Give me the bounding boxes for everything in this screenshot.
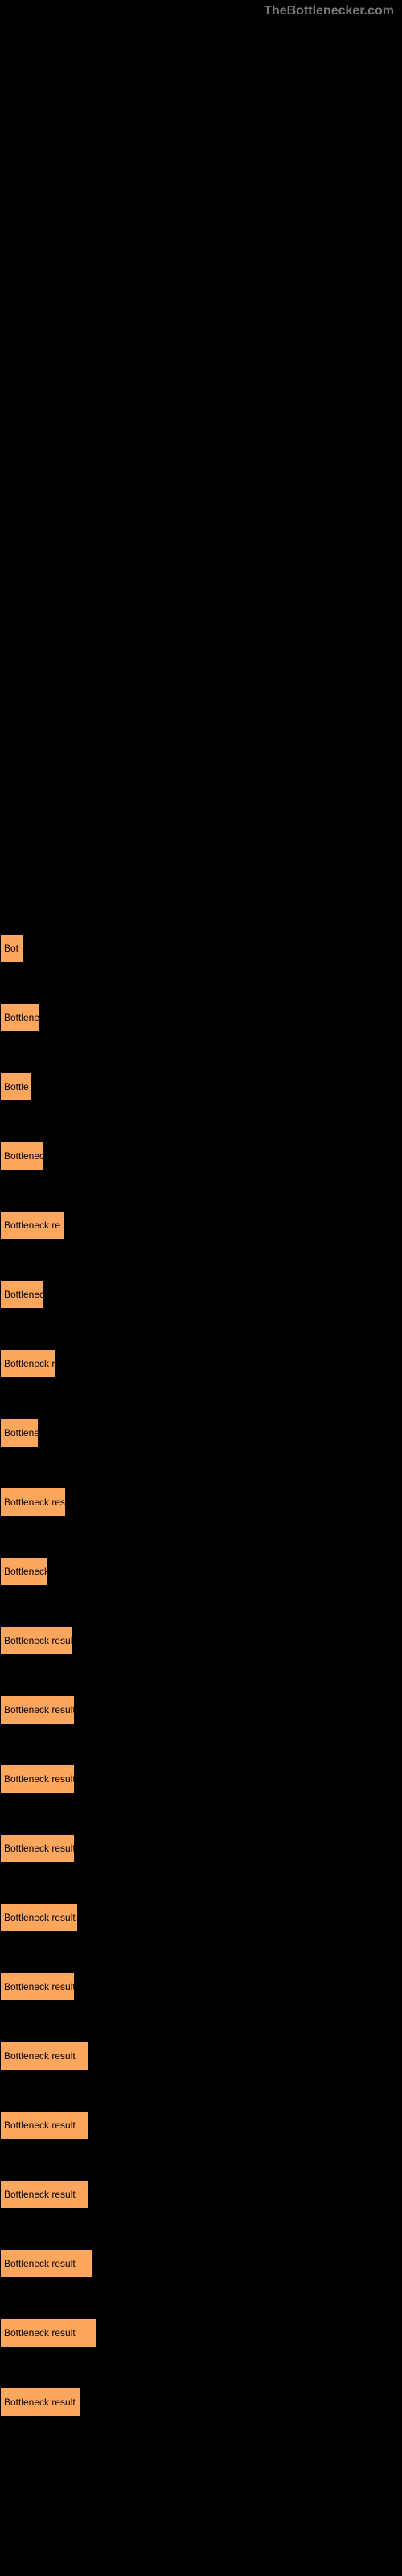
bar-label: Bottleneck result	[4, 1773, 74, 1785]
bar: Bottleneck result f	[0, 1626, 72, 1655]
bar-row: Bottleneck result	[0, 2111, 402, 2140]
bar: Bot	[0, 934, 24, 963]
bar: Bottleneck r	[0, 1349, 56, 1378]
bar-label: Bottleneck result	[4, 2120, 76, 2131]
bar-label: Bottleneck result	[4, 1704, 74, 1715]
bottleneck-chart: Bot Bottlened Bottle Bottlenec Bottleneck re…	[0, 934, 402, 2457]
bar-row: Bottleneck	[0, 1557, 402, 1586]
bar: Bottleneck result	[0, 2249, 92, 2278]
bar-label: Bottlenec	[4, 1150, 43, 1162]
bar-row: Bottleneck result	[0, 2180, 402, 2209]
bar-label: Bottleneck result	[4, 2327, 76, 2339]
bar-row: Bottleneck result	[0, 2318, 402, 2347]
bar-row: Bottleneck re	[0, 1211, 402, 1240]
bar: Bottleneck result	[0, 1695, 75, 1724]
bar-label: Bottleneck result f	[4, 1635, 72, 1646]
bar: Bottleneck re	[0, 1211, 64, 1240]
bar: Bottleneck result	[0, 2041, 88, 2070]
bar: Bottleneck result	[0, 2318, 96, 2347]
bar: Bottleneck result	[0, 2180, 88, 2209]
bar-row: Bot	[0, 934, 402, 963]
bar-row: Bottleneck r	[0, 1349, 402, 1378]
bar-label: Bottle	[4, 1081, 29, 1092]
bar-label: Bottleneck result	[4, 2050, 76, 2062]
bar-row: Bottleneck result	[0, 2041, 402, 2070]
bar-label: Bottleneck result f	[4, 1912, 77, 1923]
bar: Bottleneck result	[0, 1834, 75, 1863]
watermark-text: TheBottlenecker.com	[264, 4, 394, 19]
bar-row: Bottlene	[0, 1418, 402, 1447]
bar-label: Bottleneck result	[4, 2189, 76, 2200]
bar-label: Bottleneck result	[4, 2258, 76, 2269]
bar-label: Bottlened	[4, 1012, 39, 1023]
bar-row: Bottleneck res	[0, 1488, 402, 1517]
bar-row: Bottlenec	[0, 1141, 402, 1170]
bar: Bottleneck	[0, 1557, 48, 1586]
bar-row: Bottleneck result f	[0, 1903, 402, 1932]
bar-row: Bottlenec	[0, 1280, 402, 1309]
bar: Bottleneck result	[0, 1765, 75, 1794]
bar-label: Bottleneck res	[4, 1496, 65, 1508]
bar-label: Bottleneck re	[4, 1220, 60, 1231]
bar-row: Bottleneck result	[0, 1834, 402, 1863]
bar-row: Bottleneck result f	[0, 1626, 402, 1655]
bar: Bottleneck result	[0, 2388, 80, 2417]
bar-label: Bottleneck r	[4, 1358, 55, 1369]
bar-row: Bottleneck result	[0, 2388, 402, 2417]
bar-label: Bottleneck result	[4, 2396, 76, 2408]
bar-row: Bottleneck result	[0, 1695, 402, 1724]
bar: Bottlenec	[0, 1280, 44, 1309]
bar-row: Bottleneck result	[0, 2249, 402, 2278]
bar: Bottle	[0, 1072, 32, 1101]
bar: Bottleneck res	[0, 1488, 66, 1517]
bar-label: Bottleneck	[4, 1566, 47, 1577]
bar-label: Bottlene	[4, 1427, 38, 1439]
bar-row: Bottlened	[0, 1003, 402, 1032]
bar: Bottlened	[0, 1003, 40, 1032]
bar: Bottleneck result f	[0, 1903, 78, 1932]
bar-label: Bot	[4, 943, 18, 954]
bar-row: Bottle	[0, 1072, 402, 1101]
bar: Bottleneck result	[0, 2111, 88, 2140]
bar-label: Bottleneck result	[4, 1843, 74, 1854]
bar: Bottlene	[0, 1418, 39, 1447]
bar-label: Bottleneck result	[4, 1981, 74, 1992]
bar-row: Bottleneck result	[0, 1765, 402, 1794]
bar: Bottlenec	[0, 1141, 44, 1170]
bar-label: Bottlenec	[4, 1289, 43, 1300]
bar-row: Bottleneck result	[0, 1972, 402, 2001]
bar: Bottleneck result	[0, 1972, 75, 2001]
